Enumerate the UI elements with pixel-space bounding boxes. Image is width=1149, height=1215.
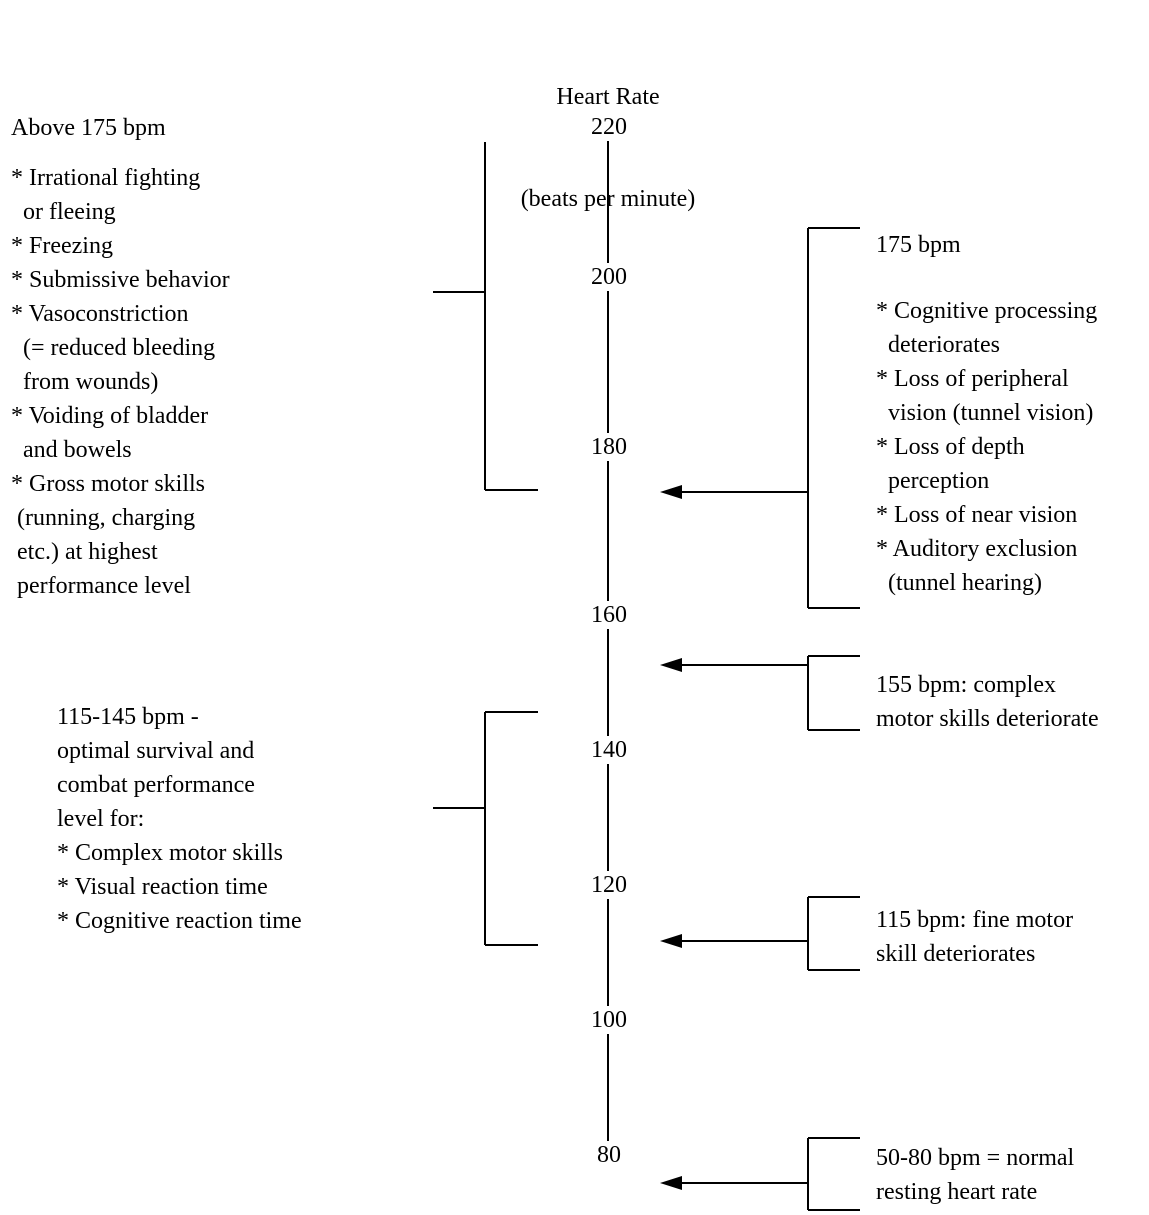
- bracket-right-155: [660, 655, 860, 731]
- above-175-item: * Irrational fighting: [11, 165, 201, 191]
- bracket-right-80: [660, 1137, 860, 1211]
- optimal-range-line: * Cognitive reaction time: [57, 908, 302, 934]
- tick-label-160: 160: [579, 601, 639, 629]
- bpm-115-line: 115 bpm: fine motor: [876, 907, 1074, 933]
- optimal-range-line: level for:: [57, 806, 145, 832]
- bpm-155-block: 155 bpm: complex motor skills deteriorat…: [876, 668, 1099, 736]
- bpm-175-item: * Loss of peripheral: [876, 366, 1069, 392]
- arrow-155: [660, 658, 682, 672]
- optimal-range-line: combat performance: [57, 772, 255, 798]
- bpm-155-line: 155 bpm: complex: [876, 672, 1056, 698]
- axis-title-line1: Heart Rate: [556, 84, 660, 110]
- tick-label-220: 220: [579, 113, 639, 141]
- above-175-item: and bowels: [11, 437, 132, 463]
- above-175-item: from wounds): [11, 369, 159, 395]
- above-175-item: * Vasoconstriction: [11, 301, 189, 327]
- above-175-item: (= reduced bleeding: [11, 335, 216, 361]
- bpm-80-block: 50-80 bpm = normal resting heart rate: [876, 1141, 1074, 1209]
- bracket-right-115: [660, 896, 860, 971]
- bpm-175-list: * Cognitive processing deteriorates * Lo…: [876, 294, 1097, 600]
- arrow-80: [660, 1176, 682, 1190]
- arrow-175: [660, 485, 682, 499]
- bpm-175-item: * Cognitive processing: [876, 298, 1098, 324]
- optimal-range-line: * Visual reaction time: [57, 874, 268, 900]
- bpm-80-line: resting heart rate: [876, 1179, 1038, 1205]
- above-175-item: * Freezing: [11, 233, 113, 259]
- optimal-range-line: * Complex motor skills: [57, 840, 284, 866]
- optimal-range-block: 115-145 bpm - optimal survival and comba…: [57, 700, 302, 938]
- bpm-175-item: perception: [876, 468, 990, 494]
- tick-label-120: 120: [579, 871, 639, 899]
- bpm-80-line: 50-80 bpm = normal: [876, 1145, 1075, 1171]
- above-175-list: * Irrational fighting or fleeing * Freez…: [11, 161, 230, 603]
- optimal-range-line: optimal survival and: [57, 738, 255, 764]
- tick-label-140: 140: [579, 736, 639, 764]
- above-175-item: performance level: [11, 573, 191, 599]
- axis-title-line2: (beats per minute): [520, 186, 696, 212]
- arrow-115: [660, 934, 682, 948]
- bpm-175-item: (tunnel hearing): [876, 570, 1042, 596]
- optimal-range-line: 115-145 bpm -: [57, 704, 199, 730]
- bpm-175-item: deteriorates: [876, 332, 1000, 358]
- bpm-115-line: skill deteriorates: [876, 941, 1036, 967]
- bpm-175-item: * Loss of depth: [876, 434, 1025, 460]
- above-175-heading: Above 175 bpm: [11, 115, 166, 141]
- bpm-175-item: vision (tunnel vision): [876, 400, 1094, 426]
- bracket-left-top: [433, 142, 538, 491]
- above-175-item: etc.) at highest: [11, 539, 158, 565]
- above-175-item: (running, charging: [11, 505, 196, 531]
- above-175-item: or fleeing: [11, 199, 116, 225]
- above-175-item: * Submissive behavior: [11, 267, 230, 293]
- tick-label-180: 180: [579, 433, 639, 461]
- tick-label-200: 200: [579, 263, 639, 291]
- bpm-175-item: * Loss of near vision: [876, 502, 1078, 528]
- bpm-115-block: 115 bpm: fine motor skill deteriorates: [876, 903, 1073, 971]
- above-175-item: * Voiding of bladder: [11, 403, 209, 429]
- bracket-left-middle: [433, 711, 538, 946]
- bpm-175-heading: 175 bpm: [876, 232, 961, 258]
- axis-title: Heart Rate (beats per minute): [508, 12, 708, 250]
- tick-label-80: 80: [579, 1141, 639, 1169]
- bpm-155-line: motor skills deteriorate: [876, 706, 1099, 732]
- above-175-item: * Gross motor skills: [11, 471, 206, 497]
- tick-label-100: 100: [579, 1006, 639, 1034]
- bracket-right-175: [660, 227, 860, 609]
- bpm-175-item: * Auditory exclusion: [876, 536, 1078, 562]
